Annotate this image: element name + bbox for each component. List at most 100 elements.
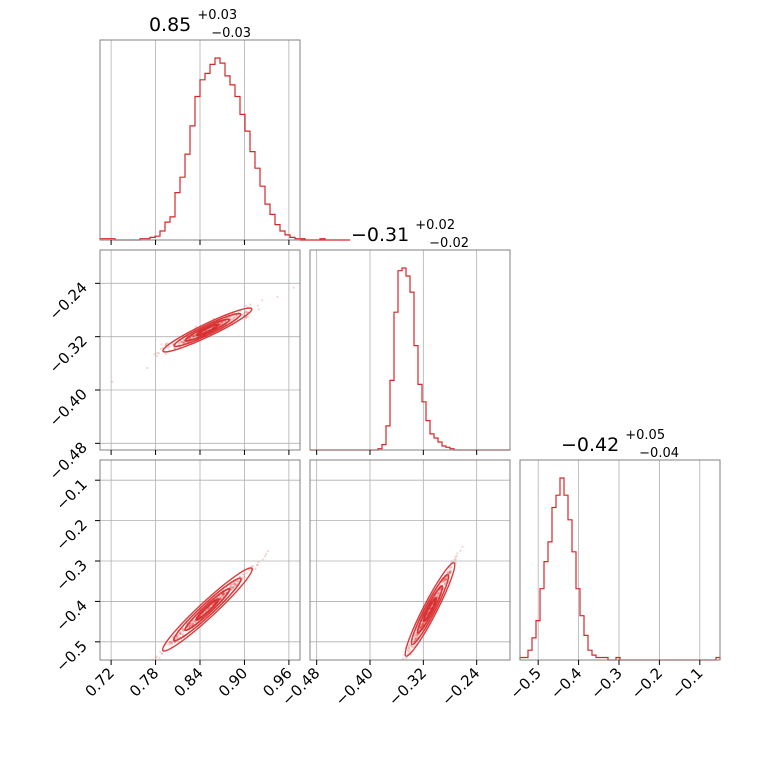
scatter-point: [166, 346, 169, 349]
scatter-point: [191, 335, 194, 338]
scatter-point: [256, 563, 259, 567]
scatter-point: [421, 623, 424, 626]
scatter-point: [220, 322, 223, 325]
scatter-point: [419, 626, 422, 629]
scatter-point: [193, 620, 196, 623]
contour-line: [195, 323, 220, 337]
scatter-point: [169, 640, 172, 643]
scatter-point: [229, 585, 232, 588]
scatter-point: [190, 623, 193, 626]
scatter-point: [436, 592, 439, 595]
scatter-point: [264, 555, 267, 558]
panel-0-0: [99, 39, 350, 245]
scatter-point: [250, 565, 253, 568]
scatter-point: [420, 623, 424, 626]
scatter-point: [233, 582, 236, 585]
scatter-point: [193, 335, 196, 338]
x-tick-label: −0.24: [438, 664, 483, 709]
scatter-point: [236, 579, 239, 583]
scatter-point: [416, 633, 419, 636]
scatter-point: [168, 345, 171, 348]
scatter-point: [153, 353, 156, 356]
scatter-point: [192, 335, 195, 338]
scatter-point: [156, 351, 159, 354]
scatter-point: [416, 635, 419, 638]
scatter-point: [188, 625, 191, 628]
x-tick-label: 0.84: [170, 664, 206, 700]
scatter-point: [402, 657, 405, 660]
scatter-point: [442, 579, 445, 582]
scatter-point: [179, 632, 182, 635]
scatter-point: [168, 641, 171, 645]
y-tick-label: −0.24: [46, 278, 91, 323]
panel-1-1: [309, 249, 511, 455]
scatter-point: [181, 628, 184, 632]
scatter-point: [444, 577, 447, 580]
x-tick-label: 0.72: [82, 664, 118, 700]
scatter-point: [178, 342, 181, 345]
scatter-point: [450, 560, 453, 563]
contour-line: [184, 318, 231, 342]
scatter-point: [222, 593, 225, 596]
scatter-point: [233, 316, 236, 319]
scatter-point: [448, 569, 451, 572]
scatter-point: [246, 315, 249, 319]
x-tick-label: −0.3: [587, 664, 625, 702]
scatter-point: [420, 625, 423, 628]
scatter-point: [232, 581, 235, 585]
scatter-point: [168, 641, 171, 644]
scatter-point: [421, 623, 424, 626]
scatter-point: [155, 655, 158, 658]
scatter-point: [235, 582, 238, 586]
scatter-point: [244, 316, 248, 319]
contour-line: [422, 596, 438, 623]
panel-background: [520, 460, 720, 660]
scatter-point: [413, 639, 416, 642]
panel-frame: [309, 459, 511, 661]
scatter-point: [459, 549, 462, 552]
scatter-point: [221, 321, 224, 324]
scatter-point: [166, 342, 169, 345]
scatter-point: [254, 567, 257, 570]
scatter-point: [437, 591, 440, 594]
scatter-point: [246, 311, 249, 314]
scatter-point: [232, 586, 235, 589]
scatter-point: [167, 643, 170, 646]
scatter-point: [221, 594, 224, 597]
scatter-point: [223, 320, 226, 323]
scatter-point: [444, 579, 447, 582]
scatter-point: [276, 295, 279, 299]
title-p1: −0.31 +0.02 −0.02: [351, 212, 469, 251]
scatter-point: [193, 619, 196, 622]
title-p0-value: 0.85: [149, 14, 191, 36]
y-tick-label: −0.2: [52, 516, 90, 554]
scatter-point: [179, 632, 182, 635]
scatter-point: [233, 584, 236, 587]
scatter-point: [419, 626, 422, 629]
scatter-point: [179, 632, 182, 635]
scatter-point: [182, 341, 185, 344]
scatter-point: [261, 299, 264, 302]
scatter-point: [415, 634, 418, 637]
scatter-point: [416, 633, 419, 636]
scatter-point: [421, 621, 424, 624]
x-tick-label: 0.78: [126, 664, 162, 700]
scatter-point: [414, 638, 418, 641]
scatter-point: [169, 641, 172, 644]
scatter-point: [220, 596, 223, 599]
scatter-point: [182, 633, 185, 636]
panel-2-1: −0.48 −0.40 −0.32 −0.24: [278, 459, 511, 709]
scatter-point: [442, 580, 445, 583]
scatter-point: [422, 623, 425, 626]
scatter-point: [231, 586, 234, 589]
scatter-point: [421, 625, 424, 628]
scatter-point: [236, 580, 239, 583]
scatter-point: [222, 593, 225, 596]
contour-line: [410, 573, 450, 646]
scatter-point: [257, 308, 260, 311]
scatter-point: [206, 608, 209, 611]
scatter-point: [421, 622, 424, 626]
scatter-point: [219, 323, 222, 326]
title-p1-lower: −0.02: [429, 236, 469, 251]
scatter-point: [420, 623, 423, 626]
